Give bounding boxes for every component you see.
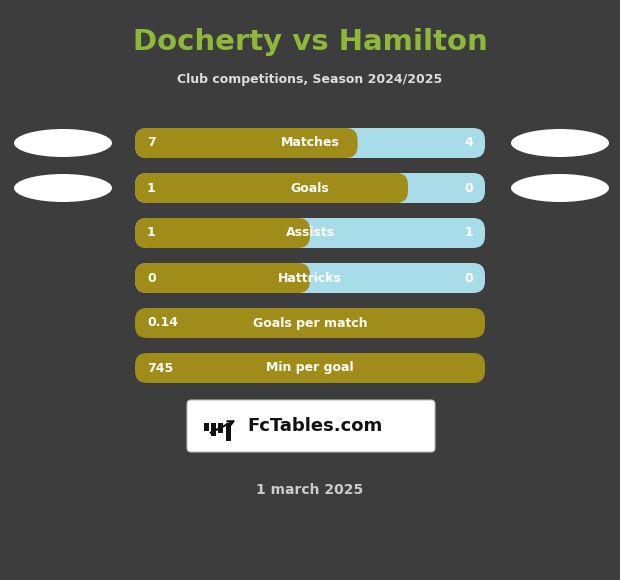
Text: 0: 0: [464, 271, 473, 285]
FancyBboxPatch shape: [135, 218, 310, 248]
Text: 1: 1: [464, 227, 473, 240]
Text: Goals per match: Goals per match: [253, 317, 367, 329]
Text: 1: 1: [147, 227, 156, 240]
Text: 0: 0: [147, 271, 156, 285]
Bar: [226, 423, 231, 441]
Text: 0.14: 0.14: [147, 317, 178, 329]
Text: Docherty vs Hamilton: Docherty vs Hamilton: [133, 28, 487, 56]
FancyBboxPatch shape: [135, 308, 485, 338]
Text: Matches: Matches: [281, 136, 339, 150]
Ellipse shape: [14, 174, 112, 202]
Text: Hattricks: Hattricks: [278, 271, 342, 285]
Text: FcTables.com: FcTables.com: [247, 417, 383, 435]
Text: 7: 7: [147, 136, 156, 150]
FancyBboxPatch shape: [135, 128, 358, 158]
Bar: [211, 423, 216, 436]
FancyBboxPatch shape: [135, 263, 310, 293]
Text: 1 march 2025: 1 march 2025: [257, 483, 363, 497]
Text: Assists: Assists: [285, 227, 335, 240]
Ellipse shape: [14, 129, 112, 157]
Text: 745: 745: [147, 361, 173, 375]
FancyBboxPatch shape: [135, 353, 485, 383]
Ellipse shape: [511, 129, 609, 157]
FancyBboxPatch shape: [135, 128, 485, 158]
Text: Min per goal: Min per goal: [266, 361, 354, 375]
Bar: [204, 423, 209, 431]
Text: Goals: Goals: [291, 182, 329, 194]
Text: 4: 4: [464, 136, 473, 150]
FancyBboxPatch shape: [135, 173, 485, 203]
Ellipse shape: [511, 174, 609, 202]
Text: Club competitions, Season 2024/2025: Club competitions, Season 2024/2025: [177, 74, 443, 86]
FancyBboxPatch shape: [135, 173, 408, 203]
FancyBboxPatch shape: [135, 263, 485, 293]
Text: 0: 0: [464, 182, 473, 194]
FancyBboxPatch shape: [187, 400, 435, 452]
Text: 1: 1: [147, 182, 156, 194]
FancyBboxPatch shape: [135, 218, 485, 248]
Bar: [218, 423, 223, 433]
